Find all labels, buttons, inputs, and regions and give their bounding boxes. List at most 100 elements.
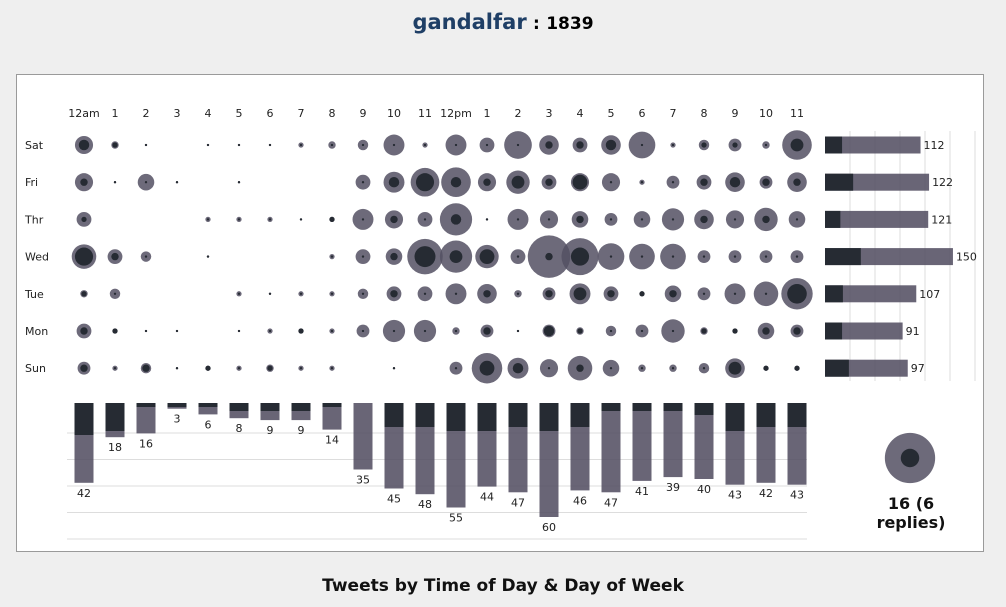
reply-dot <box>733 292 737 295</box>
hour-bar <box>632 403 652 481</box>
hour-label: 1 <box>484 107 491 120</box>
reply-dot <box>609 181 613 184</box>
reply-dot <box>669 290 677 298</box>
chart-header: gandalfar : 1839 <box>0 10 1006 34</box>
reply-dot <box>454 292 458 295</box>
reply-dot <box>330 329 334 333</box>
day-total-label: 121 <box>931 213 952 226</box>
reply-dot <box>671 367 675 370</box>
reply-dot <box>361 181 365 184</box>
day-label: Sun <box>25 362 46 375</box>
reply-dot <box>762 178 770 186</box>
hour-bar <box>601 403 621 493</box>
hour-reply-bar <box>415 403 435 427</box>
legend-label: 16 (6 replies) <box>876 494 946 532</box>
reply-dot <box>361 292 365 295</box>
hour-total-label: 46 <box>573 494 587 507</box>
hour-label: 2 <box>143 107 150 120</box>
legend-reply-dot <box>900 448 920 468</box>
punchcard-chart: 12am 1 2 3 4 5 6 7 8 9 10 11 12pm 1 2 3 4 5 6 7 8 9 10 11SatFri… <box>24 107 977 540</box>
reply-dot <box>299 292 303 295</box>
reply-dot <box>794 365 800 371</box>
reply-dot <box>298 328 304 334</box>
reply-dot <box>576 364 584 372</box>
reply-dot <box>450 176 462 188</box>
hour-label: 5 <box>236 107 243 120</box>
hour-reply-bar <box>322 403 342 407</box>
reply-dot <box>361 255 365 258</box>
reply-dot <box>732 328 738 334</box>
reply-dot <box>142 364 150 372</box>
reply-dot <box>607 290 615 298</box>
reply-dot <box>479 249 495 264</box>
reply-dot <box>764 292 768 295</box>
reply-dot <box>516 255 520 258</box>
day-total-label: 107 <box>919 288 940 301</box>
reply-dot <box>483 178 491 186</box>
hour-total-label: 9 <box>267 424 274 437</box>
day-total-label: 150 <box>956 251 977 264</box>
reply-dot <box>81 291 87 297</box>
hour-bar <box>322 403 342 430</box>
hour-total-label: 47 <box>604 496 618 509</box>
hour-total-label: 47 <box>511 496 525 509</box>
reply-dot <box>74 247 94 266</box>
reply-dot <box>793 178 801 186</box>
hour-reply-bar <box>632 403 652 411</box>
hour-label: 7 <box>670 107 677 120</box>
reply-dot <box>175 367 179 370</box>
hour-reply-bar <box>384 403 404 427</box>
reply-dot <box>700 178 708 186</box>
hour-label: 3 <box>546 107 553 120</box>
reply-dot <box>112 328 118 334</box>
hour-total-label: 42 <box>759 487 773 500</box>
day-label: Thr <box>24 213 44 226</box>
reply-dot <box>113 181 117 184</box>
reply-dot <box>361 329 365 333</box>
reply-dot <box>483 327 491 335</box>
reply-dot <box>762 327 770 335</box>
reply-dot <box>671 255 675 258</box>
hour-bar <box>663 403 683 478</box>
hour-total-label: 16 <box>139 437 153 450</box>
reply-dot <box>700 215 708 224</box>
reply-dot <box>330 367 334 370</box>
reply-dot <box>329 216 335 223</box>
reply-dot <box>299 218 303 221</box>
reply-dot <box>516 292 520 295</box>
reply-dot <box>423 218 427 221</box>
reply-dot <box>605 139 617 151</box>
day-label: Tue <box>24 288 44 301</box>
hour-reply-bar <box>136 403 156 407</box>
reply-dot <box>609 218 613 221</box>
hour-reply-bar <box>477 403 497 431</box>
hour-reply-bar <box>105 403 125 431</box>
hour-label: 4 <box>205 107 212 120</box>
reply-dot <box>144 255 148 258</box>
reply-dot <box>763 365 769 371</box>
hour-total-label: 18 <box>108 441 122 454</box>
reply-dot <box>361 218 365 221</box>
hour-bar <box>136 403 156 434</box>
hour-reply-bar <box>74 403 94 435</box>
hour-bar <box>694 403 714 479</box>
hour-total-label: 3 <box>174 413 181 426</box>
reply-dot <box>576 215 584 224</box>
hour-reply-bar <box>570 403 590 427</box>
day-reply-bar <box>825 285 843 303</box>
reply-dot <box>485 143 489 147</box>
reply-dot <box>640 218 644 221</box>
reply-dot <box>144 329 148 333</box>
username-link[interactable]: gandalfar <box>412 10 527 34</box>
hour-label: 9 <box>732 107 739 120</box>
reply-dot <box>237 329 241 333</box>
reply-dot <box>454 367 458 370</box>
reply-dot <box>733 218 737 221</box>
reply-dot <box>764 143 768 147</box>
hour-label: 11 <box>790 107 804 120</box>
hour-label: 9 <box>360 107 367 120</box>
reply-dot <box>423 292 427 295</box>
reply-dot <box>516 143 520 147</box>
hour-reply-bar <box>291 403 311 411</box>
hour-reply-bar <box>446 403 466 431</box>
